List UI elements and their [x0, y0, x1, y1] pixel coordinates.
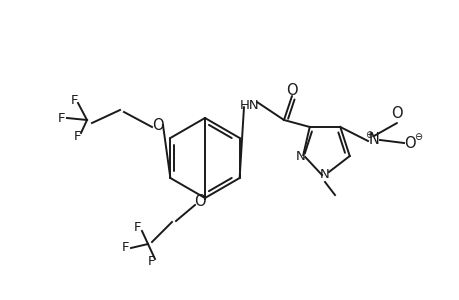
Text: O: O	[390, 106, 402, 122]
Text: F: F	[134, 221, 141, 235]
Text: ⊕: ⊕	[364, 130, 372, 140]
Text: N: N	[295, 149, 304, 163]
Text: F: F	[148, 256, 156, 268]
Text: ⊖: ⊖	[413, 132, 421, 142]
Text: F: F	[122, 242, 129, 254]
Text: F: F	[71, 94, 78, 106]
Text: O: O	[403, 136, 415, 151]
Text: O: O	[194, 194, 205, 209]
Text: F: F	[58, 112, 66, 124]
Text: N: N	[368, 133, 379, 148]
Text: O: O	[285, 82, 297, 98]
Text: F: F	[74, 130, 82, 142]
Text: N: N	[319, 169, 329, 182]
Text: O: O	[152, 118, 163, 133]
Text: HN: HN	[240, 98, 259, 112]
